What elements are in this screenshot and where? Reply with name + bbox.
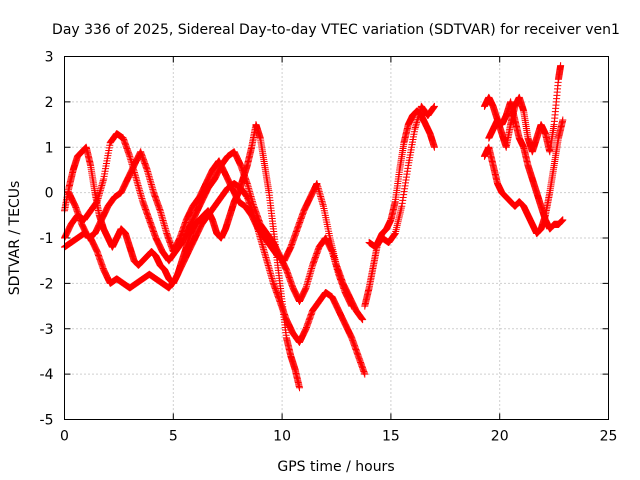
points-layer xyxy=(61,62,567,392)
x-tick-label: 0 xyxy=(60,429,69,445)
y-tick-label: 0 xyxy=(45,186,54,202)
data-point xyxy=(296,384,304,392)
y-axis-label: SDTVAR / TECUs xyxy=(7,181,23,296)
data-point xyxy=(557,62,565,70)
data-point xyxy=(559,116,567,124)
data-point xyxy=(348,302,356,310)
y-tick-label: -1 xyxy=(40,231,54,247)
chart-title: Day 336 of 2025, Sidereal Day-to-day VTE… xyxy=(52,22,620,38)
y-tick-label: 1 xyxy=(45,140,54,156)
y-tick-label: -4 xyxy=(40,367,54,383)
y-tick-label: 2 xyxy=(45,95,54,111)
x-tick-label: 10 xyxy=(273,429,291,445)
y-tick-label: -3 xyxy=(40,322,54,338)
data-point xyxy=(359,316,367,324)
y-tick-label: -2 xyxy=(40,276,54,292)
x-axis-label: GPS time / hours xyxy=(277,459,394,475)
data-point xyxy=(559,216,567,224)
data-point xyxy=(430,143,438,151)
data-point xyxy=(430,102,438,110)
x-tick-label: 5 xyxy=(169,429,178,445)
y-tick-label: -5 xyxy=(40,413,54,429)
x-tick-label: 15 xyxy=(382,429,400,445)
ticks-layer: 0 5 10 15 20 25 -5 -4 -3 -2 -1 0 1 2 3 xyxy=(40,50,618,445)
plot-frame xyxy=(64,56,609,420)
data-point xyxy=(361,370,369,378)
x-tick-label: 20 xyxy=(491,429,509,445)
y-tick-label: 3 xyxy=(45,50,54,66)
x-tick-label: 25 xyxy=(600,429,618,445)
